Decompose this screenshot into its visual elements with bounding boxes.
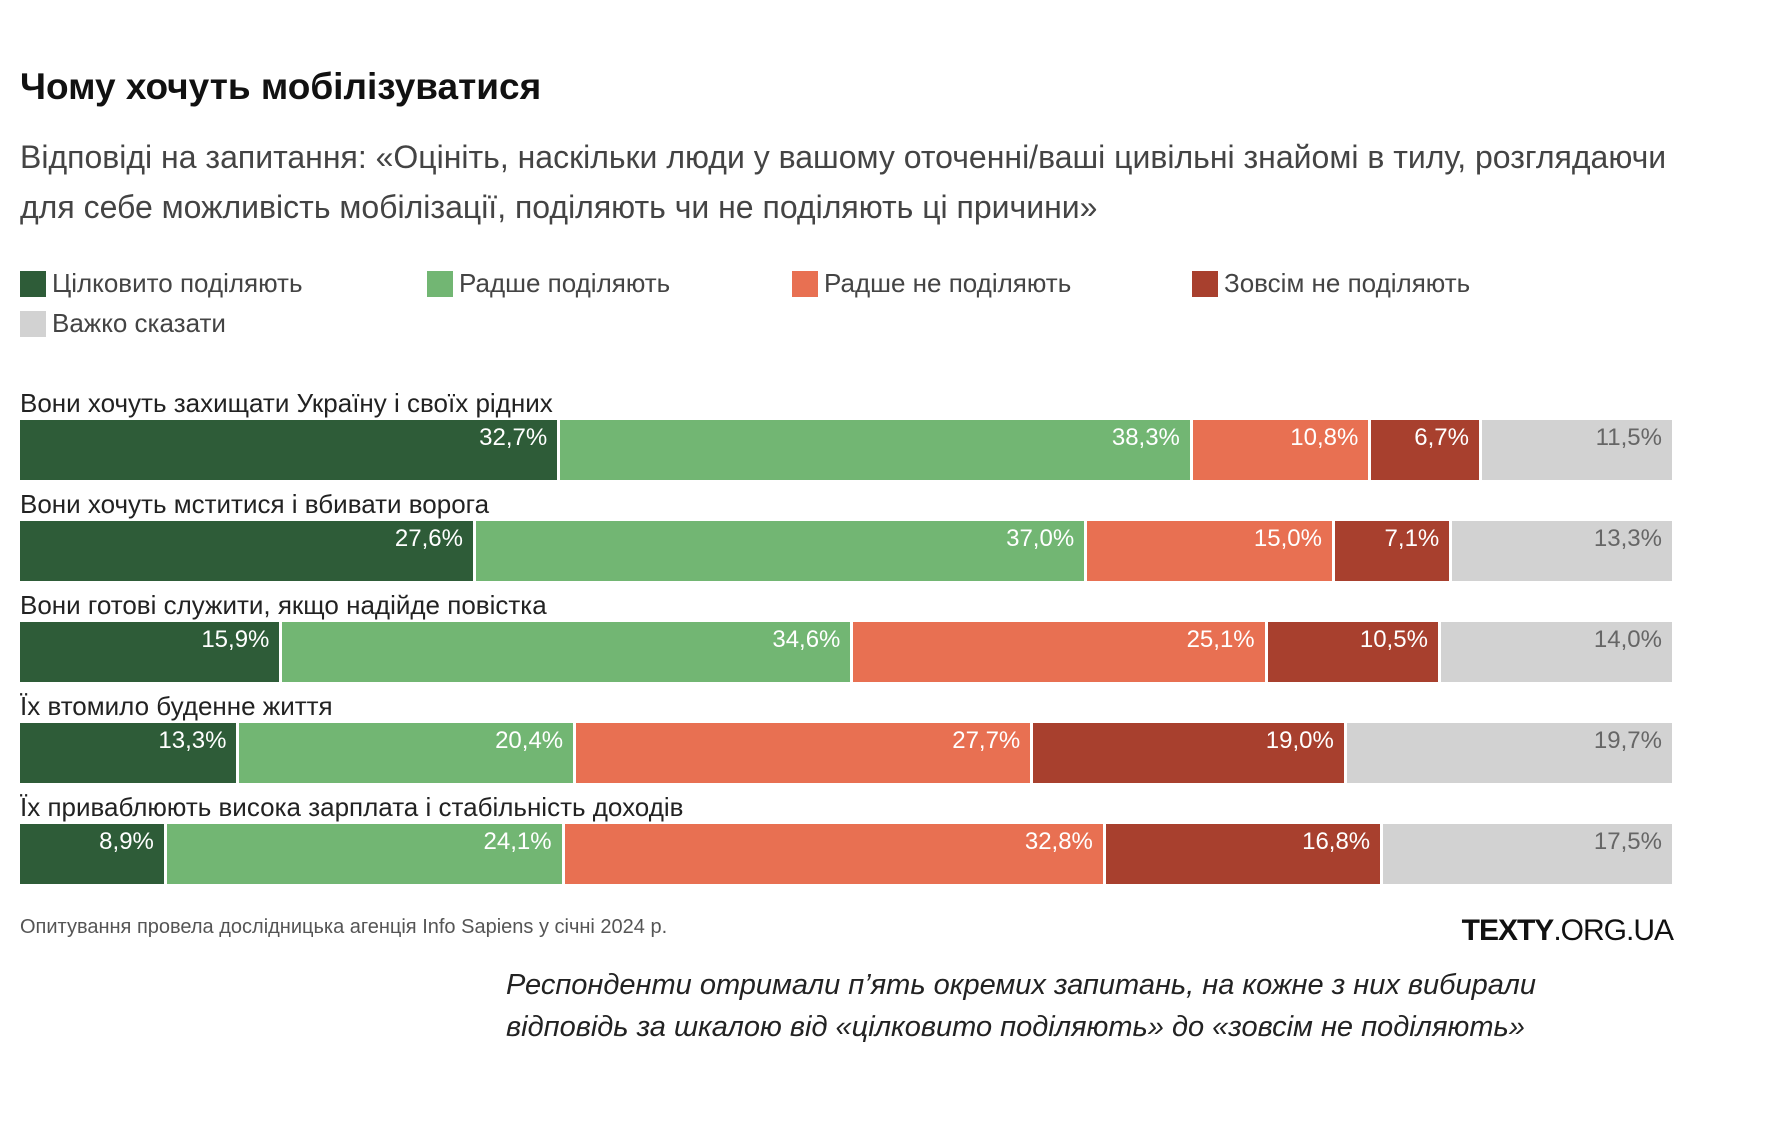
data-label: 10,8% [1290,424,1359,451]
stacked-bar: 15,9% 34,6% 25,1% 10,5% 14,0% [20,622,1672,682]
footnote: Респонденти отримали п’ять окремих запит… [506,969,1536,1043]
stacked-bar: 27,6% 37,0% 15,0% 7,1% 13,3% [20,521,1672,581]
data-label: 7,1% [1384,525,1440,552]
bar-segment: 15,9% [20,622,283,682]
bar-segment: 13,3% [20,723,240,783]
legend-item: Радше не поділяють [792,268,1071,299]
legend-item: Радше поділяють [427,268,670,299]
legend-label: Цілковито поділяють [52,268,303,298]
data-label: 13,3% [1593,525,1662,552]
bar-segment: 27,6% [20,521,476,581]
brand-logo: TEXTY.ORG.UA [1461,914,1674,948]
data-label: 17,5% [1593,828,1662,855]
legend-label: Радше поділяють [459,268,671,298]
data-label: 15,0% [1253,525,1322,552]
legend: Цілковито поділяють Радше поділяють Радше … [20,268,1700,358]
category-label: Вони готові служити, якщо надійде повіст… [20,590,547,620]
bar-segment: 16,8% [1105,824,1384,884]
category-label: Вони хочуть захищати Україну і своїх рід… [20,388,553,418]
bar-segment: 19,0% [1033,723,1347,783]
chart-subtitle: Відповіді на запитання: «Оцініть, наскіл… [20,139,1667,225]
data-label: 19,0% [1265,727,1334,754]
bar-segment: 32,7% [20,420,561,480]
data-label: 32,7% [479,424,548,451]
bar-segment: 19,7% [1346,723,1672,783]
data-label: 24,1% [483,828,552,855]
data-label: 34,6% [772,626,841,653]
bar-segment: 8,9% [20,824,167,884]
legend-item: Зовсім не поділяють [1192,268,1470,299]
bar-segment: 34,6% [282,622,854,682]
data-label: 14,0% [1593,626,1662,653]
bar-segment: 11,5% [1481,420,1672,480]
legend-item: Цілковито поділяють [20,268,303,299]
brand-logo-bold: TEXTY [1461,914,1555,947]
data-label: 13,3% [158,727,227,754]
data-label: 15,9% [201,626,270,653]
legend-swatch [20,310,46,337]
data-label: 27,6% [394,525,463,552]
legend-swatch [792,270,818,297]
data-label: 37,0% [1006,525,1075,552]
data-label: 20,4% [495,727,564,754]
category-label: Їх приваблюють висока зарплата і стабіль… [20,792,684,822]
bar-segment: 20,4% [239,723,577,783]
data-label: 10,5% [1359,626,1428,653]
bar-segment: 7,1% [1334,521,1453,581]
stacked-bar-chart: Вони хочуть захищати Україну і своїх рід… [20,388,1672,893]
category-label: Їх втомило буденне життя [20,691,333,721]
bar-segment: 10,5% [1267,622,1441,682]
data-label: 11,5% [1595,424,1662,451]
bar-row: Їх приваблюють висока зарплата і стабіль… [20,792,1672,893]
bar-segment: 25,1% [853,622,1268,682]
bar-segment: 37,0% [475,521,1088,581]
brand-logo-rest: .ORG.UA [1553,914,1674,947]
bar-segment: 14,0% [1440,622,1672,682]
legend-label: Зовсім не поділяють [1224,268,1471,298]
data-label: 27,7% [952,727,1021,754]
legend-label: Важко сказати [52,308,226,338]
legend-swatch [1192,270,1218,297]
legend-item: Важко сказати [20,308,226,339]
bar-row: Вони хочуть захищати Україну і своїх рід… [20,388,1672,489]
data-label: 8,9% [99,828,154,855]
bar-segment: 6,7% [1371,420,1482,480]
bar-segment: 17,5% [1383,824,1672,884]
legend-swatch [20,270,46,297]
source-note: Опитування провела дослідницька агенція … [20,916,668,938]
bar-row: Вони готові служити, якщо надійде повіст… [20,590,1672,691]
legend-swatch [427,270,453,297]
bar-segment: 10,8% [1192,420,1372,480]
data-label: 32,8% [1024,828,1093,855]
bar-segment: 13,3% [1452,521,1672,581]
chart-title: Чому хочуть мобілізуватися [20,66,542,107]
data-label: 6,7% [1414,424,1469,451]
stacked-bar: 8,9% 24,1% 32,8% 16,8% 17,5% [20,824,1672,884]
bar-segment: 38,3% [560,420,1193,480]
data-label: 25,1% [1186,626,1255,653]
category-label: Вони хочуть мститися і вбивати ворога [20,489,490,519]
bar-row: Вони хочуть мститися і вбивати ворога 27,… [20,489,1672,590]
legend-label: Радше не поділяють [824,268,1072,298]
bar-row: Їх втомило буденне життя 13,3% 20,4% 27,7% 1… [20,691,1672,792]
stacked-bar: 13,3% 20,4% 27,7% 19,0% 19,7% [20,723,1672,783]
data-label: 19,7% [1593,727,1662,754]
bar-segment: 27,7% [576,723,1034,783]
bar-segment: 32,8% [564,824,1106,884]
data-label: 16,8% [1302,828,1371,855]
stacked-bar: 32,7% 38,3% 10,8% 6,7% 11,5% [20,420,1672,480]
data-label: 38,3% [1111,424,1180,451]
bar-segment: 15,0% [1087,521,1335,581]
bar-segment: 24,1% [166,824,565,884]
